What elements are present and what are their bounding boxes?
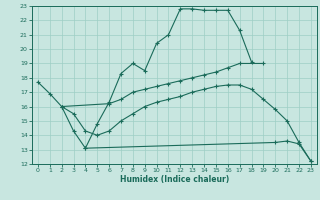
X-axis label: Humidex (Indice chaleur): Humidex (Indice chaleur) bbox=[120, 175, 229, 184]
